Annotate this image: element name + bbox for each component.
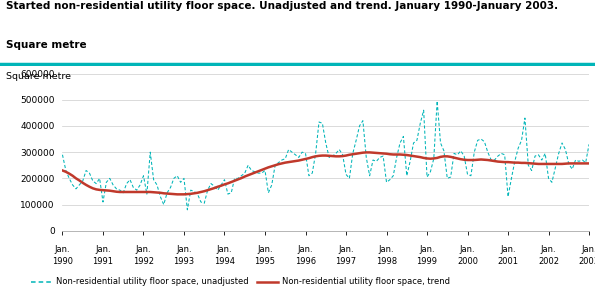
Text: Jan.: Jan. <box>460 245 475 254</box>
Text: Jan.: Jan. <box>257 245 273 254</box>
Text: Jan.: Jan. <box>217 245 232 254</box>
Text: 1998: 1998 <box>376 257 397 266</box>
Text: Jan.: Jan. <box>298 245 314 254</box>
Text: 1999: 1999 <box>416 257 437 266</box>
Text: Jan.: Jan. <box>541 245 556 254</box>
Text: 2003: 2003 <box>578 257 595 266</box>
Text: Jan.: Jan. <box>419 245 435 254</box>
Text: 1997: 1997 <box>336 257 356 266</box>
Text: Jan.: Jan. <box>378 245 394 254</box>
Text: 2001: 2001 <box>497 257 518 266</box>
Text: Jan.: Jan. <box>95 245 111 254</box>
Text: 1992: 1992 <box>133 257 154 266</box>
Text: 1995: 1995 <box>255 257 275 266</box>
Text: Jan.: Jan. <box>581 245 595 254</box>
Text: 1994: 1994 <box>214 257 235 266</box>
Text: 1993: 1993 <box>173 257 195 266</box>
Text: 1996: 1996 <box>295 257 316 266</box>
Text: Jan.: Jan. <box>176 245 192 254</box>
Text: 1990: 1990 <box>52 257 73 266</box>
Text: 1991: 1991 <box>92 257 114 266</box>
Text: Square metre: Square metre <box>6 40 87 50</box>
Text: Jan.: Jan. <box>338 245 354 254</box>
Text: Square metre: Square metre <box>6 72 71 81</box>
Text: 2000: 2000 <box>457 257 478 266</box>
Text: 2002: 2002 <box>538 257 559 266</box>
Text: Started non-residential utility floor space. Unadjusted and trend. January 1990-: Started non-residential utility floor sp… <box>6 1 558 11</box>
Legend: Non-residential utility floor space, unadjusted, Non-residential utility floor s: Non-residential utility floor space, una… <box>28 274 453 290</box>
Text: Jan.: Jan. <box>136 245 151 254</box>
Text: Jan.: Jan. <box>500 245 516 254</box>
Text: Jan.: Jan. <box>55 245 70 254</box>
